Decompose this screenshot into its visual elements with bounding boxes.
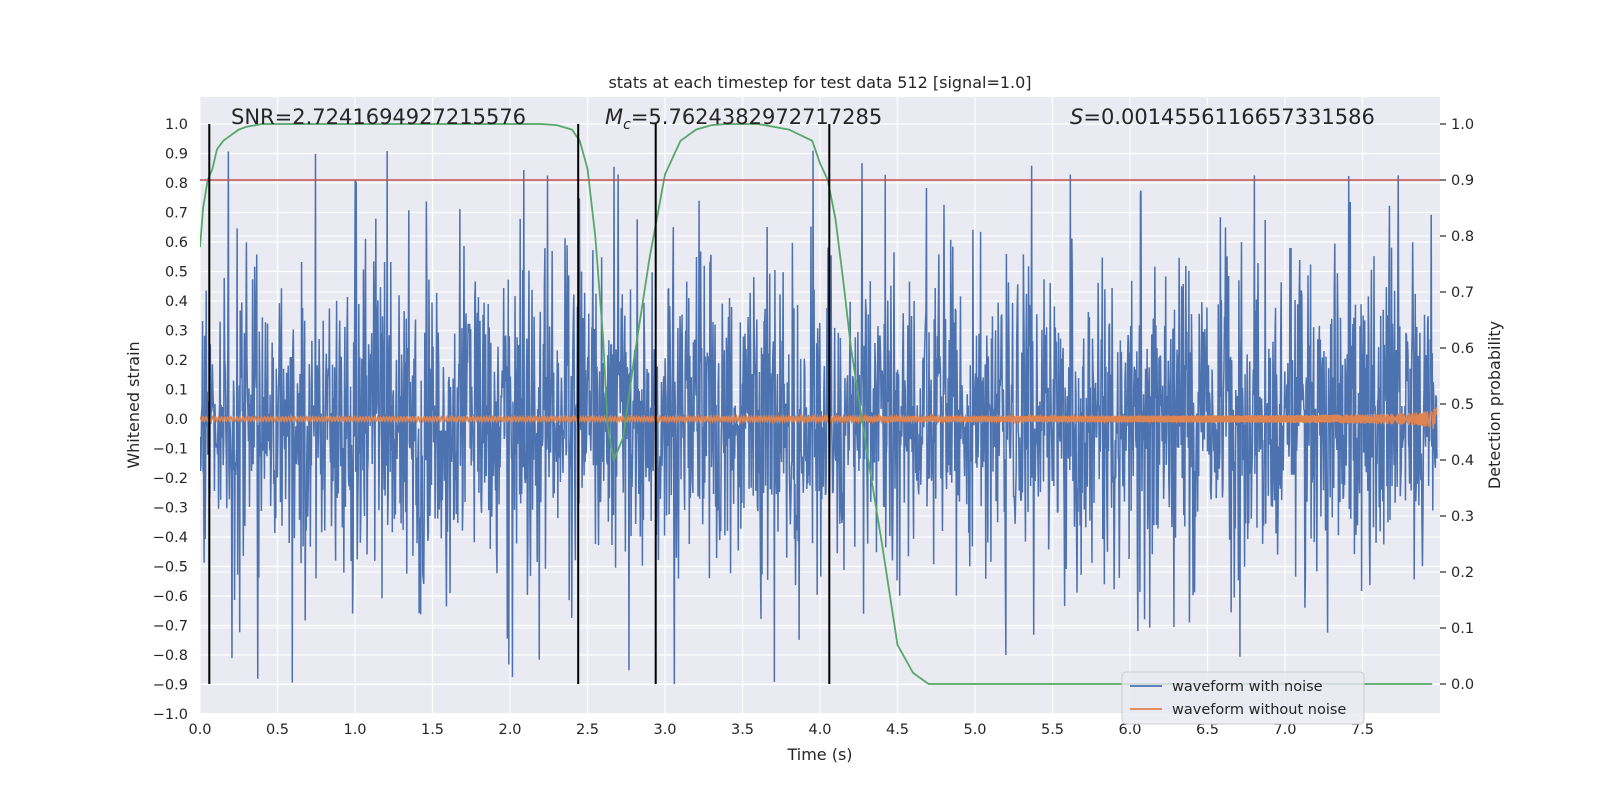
y-axis-right-label: Detection probability	[1485, 321, 1504, 489]
series-waveform-with-noise	[200, 150, 1438, 685]
y-left-tick-label: −0.6	[153, 589, 188, 605]
x-tick-label: 6.5	[1196, 722, 1219, 738]
x-axis-ticks: 0.0 0.5 1.0 1.5 2.0 2.5 3.0 3.5 4.0 4.5 5.0 5.5 6.0 6…	[188, 722, 1374, 738]
x-tick-label: 5.5	[1041, 722, 1064, 738]
y-left-tick-label: −1.0	[153, 707, 188, 723]
y-left-tick-label: 0.5	[165, 265, 188, 281]
y-right-tick-label: 0.2	[1451, 565, 1474, 581]
series-waveform-without-noise	[200, 407, 1438, 430]
y-left-tick-label: −0.4	[153, 530, 188, 546]
x-tick-label: 4.5	[886, 722, 909, 738]
y-left-tick-label: −0.9	[153, 678, 188, 694]
y-left-tick-label: 0.9	[165, 147, 188, 163]
x-tick-label: 6.0	[1118, 722, 1141, 738]
waveform-without-noise-line	[200, 407, 1438, 430]
y-axis-left-ticks: −1.0 −0.9 −0.8 −0.7 −0.6 −0.5 −0.4 −0.3 −0.2 −0.1…	[153, 117, 188, 723]
x-tick-label: 3.5	[731, 722, 754, 738]
chirp-mass-value: =5.7624382972717285	[631, 105, 882, 129]
s-annotation: S=0.0014556116657331586	[1070, 105, 1375, 129]
y-right-tick-label: 0.7	[1451, 285, 1474, 301]
y-left-tick-label: −0.8	[153, 648, 188, 664]
x-axis-label: Time (s)	[786, 745, 852, 764]
x-tick-label: 7.0	[1273, 722, 1296, 738]
y-left-tick-label: 0.7	[165, 206, 188, 222]
y-left-tick-label: 0.8	[165, 176, 188, 192]
y-right-tick-label: 0.8	[1451, 229, 1474, 245]
snr-annotation: SNR=2.7241694927215576	[231, 105, 526, 129]
chart-title: stats at each timestep for test data 512…	[608, 73, 1031, 92]
detection-probability-line	[200, 123, 1433, 685]
y-left-tick-label: −0.1	[153, 442, 188, 458]
x-tick-label: 4.0	[808, 722, 831, 738]
y-left-tick-label: 0.3	[165, 324, 188, 340]
y-left-tick-label: 0.4	[165, 294, 188, 310]
x-tick-label: 1.0	[343, 722, 366, 738]
s-symbol: S	[1070, 105, 1083, 129]
y-left-tick-label: 1.0	[165, 117, 188, 133]
chirp-mass-subscript: c	[623, 117, 631, 133]
y-left-tick-label: 0.2	[165, 353, 188, 369]
x-tick-label: 0.0	[188, 722, 211, 738]
y-left-tick-label: −0.7	[153, 619, 188, 635]
y-left-tick-label: −0.5	[153, 560, 188, 576]
x-tick-label: 2.0	[498, 722, 521, 738]
y-left-tick-label: 0.0	[165, 412, 188, 428]
plot-area	[199, 97, 1440, 715]
y-right-tick-label: 0.3	[1451, 509, 1474, 525]
chirp-mass-symbol: M	[605, 105, 623, 129]
legend-box	[1121, 671, 1365, 725]
x-tick-label: 1.5	[421, 722, 444, 738]
x-tick-label: 5.0	[963, 722, 986, 738]
x-tick-label: 0.5	[266, 722, 289, 738]
y-right-tick-label: 0.5	[1451, 397, 1474, 413]
y-right-tick-label: 0.9	[1451, 173, 1474, 189]
y-right-tick-label: 0.1	[1451, 621, 1474, 637]
waveform-with-noise-line	[200, 150, 1438, 685]
legend-label-clean: waveform without noise	[1172, 702, 1346, 718]
y-right-tick-label: 0.0	[1451, 677, 1474, 693]
y-left-tick-label: 0.6	[165, 235, 188, 251]
s-value: =0.0014556116657331586	[1083, 105, 1375, 129]
y-axis-right-ticks: 0.0 0.1 0.2 0.3 0.4 0.5 0.6 0.7 0.8 0.9 1.0	[1440, 117, 1474, 693]
x-tick-label: 2.5	[576, 722, 599, 738]
y-axis-left-label: Whitened strain	[124, 341, 143, 468]
y-right-tick-label: 1.0	[1451, 117, 1474, 133]
y-left-tick-label: −0.2	[153, 471, 188, 487]
annotations: SNR=2.7241694927215576 Mc=5.762438297271…	[231, 105, 1375, 133]
y-right-tick-label: 0.4	[1451, 453, 1474, 469]
chirp-mass-annotation: Mc=5.7624382972717285	[605, 105, 882, 133]
y-left-tick-label: −0.3	[153, 501, 188, 517]
legend: waveform with noise waveform without noi…	[1121, 671, 1365, 725]
y-right-tick-label: 0.6	[1451, 341, 1474, 357]
x-tick-label: 7.5	[1351, 722, 1374, 738]
x-tick-label: 3.0	[653, 722, 676, 738]
right-axis-series	[200, 123, 1440, 685]
y-left-tick-label: 0.1	[165, 383, 188, 399]
vertical-markers	[208, 124, 831, 684]
legend-label-noise: waveform with noise	[1172, 679, 1323, 695]
